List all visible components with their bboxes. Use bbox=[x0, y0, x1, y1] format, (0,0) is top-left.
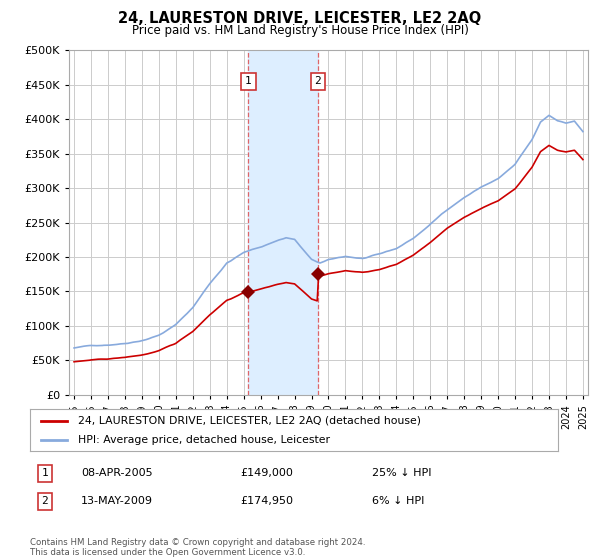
Text: 13-MAY-2009: 13-MAY-2009 bbox=[81, 496, 153, 506]
Text: 1: 1 bbox=[41, 468, 49, 478]
Text: 6% ↓ HPI: 6% ↓ HPI bbox=[372, 496, 424, 506]
Text: Price paid vs. HM Land Registry's House Price Index (HPI): Price paid vs. HM Land Registry's House … bbox=[131, 24, 469, 36]
Text: 1: 1 bbox=[245, 76, 251, 86]
Text: £174,950: £174,950 bbox=[240, 496, 293, 506]
Text: Contains HM Land Registry data © Crown copyright and database right 2024.
This d: Contains HM Land Registry data © Crown c… bbox=[30, 538, 365, 557]
Text: £149,000: £149,000 bbox=[240, 468, 293, 478]
Text: 2: 2 bbox=[314, 76, 321, 86]
Text: 08-APR-2005: 08-APR-2005 bbox=[81, 468, 152, 478]
Text: 25% ↓ HPI: 25% ↓ HPI bbox=[372, 468, 431, 478]
Text: 24, LAURESTON DRIVE, LEICESTER, LE2 2AQ (detached house): 24, LAURESTON DRIVE, LEICESTER, LE2 2AQ … bbox=[77, 416, 421, 426]
Text: 2: 2 bbox=[41, 496, 49, 506]
Bar bbox=[248, 50, 318, 395]
Text: 24, LAURESTON DRIVE, LEICESTER, LE2 2AQ: 24, LAURESTON DRIVE, LEICESTER, LE2 2AQ bbox=[118, 11, 482, 26]
Text: HPI: Average price, detached house, Leicester: HPI: Average price, detached house, Leic… bbox=[77, 435, 329, 445]
